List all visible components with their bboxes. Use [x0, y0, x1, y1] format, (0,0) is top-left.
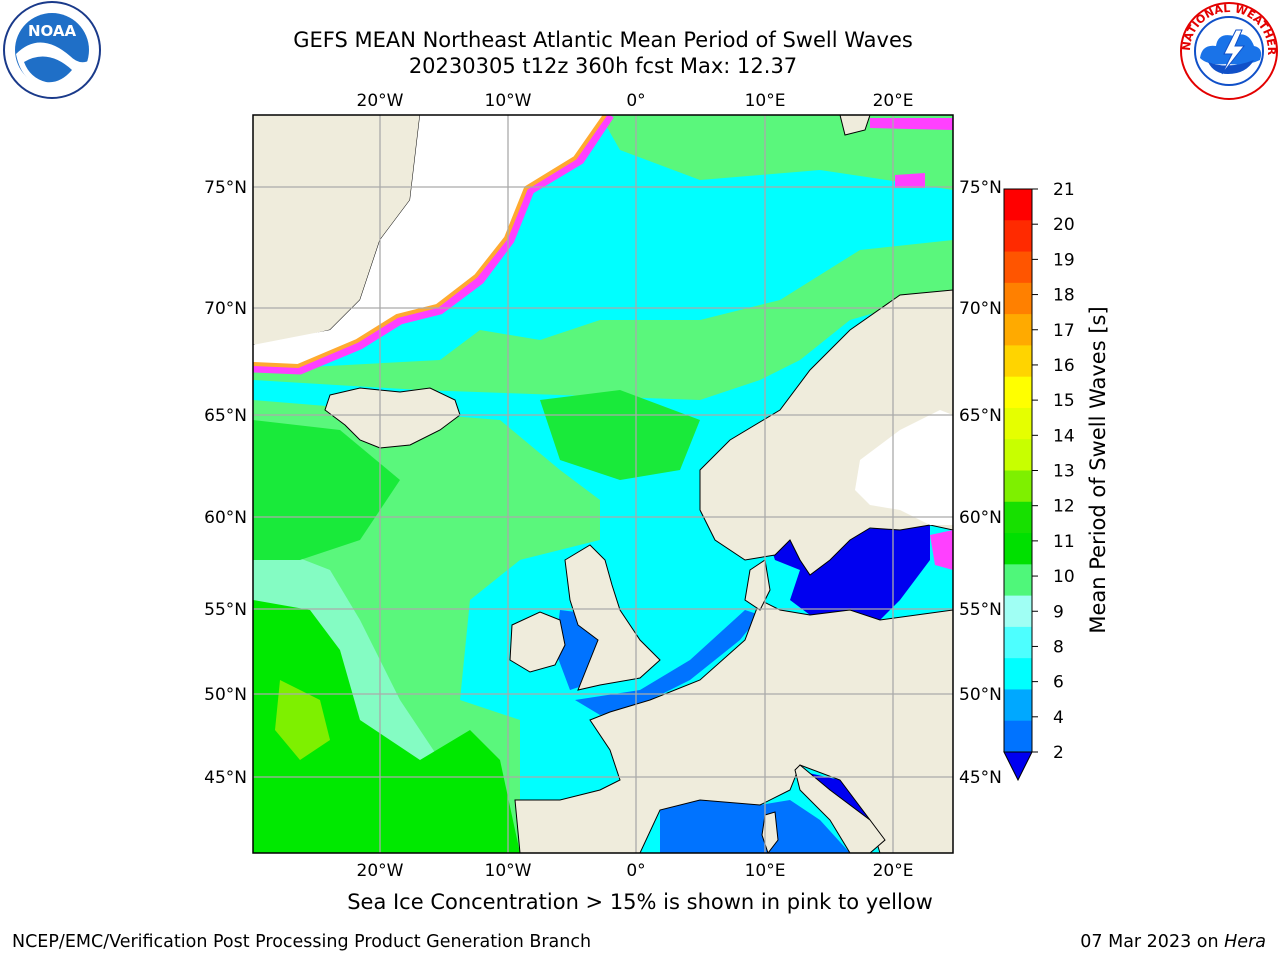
colorbar-swatch	[1004, 689, 1032, 722]
lat-label-left: 65°N	[204, 406, 247, 426]
colorbar: 21 20 19 18 17 16 15 14 13 12 11 10 9 8 6 4 2	[1003, 180, 1075, 782]
colorbar-tick-label: 16	[1053, 356, 1075, 376]
colorbar-swatch	[1004, 251, 1032, 284]
map-plot-area	[253, 115, 953, 853]
colorbar-tick-label: 17	[1053, 321, 1075, 341]
ice-caption: Sea Ice Concentration > 15% is shown in …	[347, 890, 933, 914]
land-svalbard	[839, 115, 871, 136]
swell-region-blue-channel	[575, 610, 760, 715]
lat-label-right: 50°N	[959, 685, 1002, 705]
swell-region-bright-green	[253, 600, 520, 853]
colorbar-swatch	[1004, 345, 1032, 378]
colorbar-swatch	[1004, 220, 1032, 253]
colorbar-swatch	[1004, 501, 1032, 534]
lon-label-top: 10°E	[745, 91, 786, 111]
land-continental-europe	[514, 599, 953, 853]
lat-label-right: 65°N	[959, 406, 1002, 426]
graticule	[253, 115, 953, 853]
lon-label-top: 20°W	[357, 91, 404, 111]
lat-label-right: 70°N	[959, 299, 1002, 319]
sea-ice-gulf-of-finland	[930, 530, 953, 570]
colorbar-extension	[1003, 751, 1033, 782]
colorbar-swatch	[1004, 376, 1032, 409]
svg-text:NOAA: NOAA	[28, 22, 77, 40]
map-frame	[252, 114, 954, 854]
colorbar-tick-label: 12	[1053, 497, 1075, 517]
colorbar-swatch	[1004, 470, 1032, 503]
land-ireland	[509, 611, 566, 673]
lon-label-bottom: 0°	[626, 861, 645, 881]
colorbar-tick-label: 20	[1053, 215, 1075, 235]
sea-ice-edge-inner	[253, 115, 607, 369]
land-corsica-sardinia	[761, 811, 779, 853]
colorbar-swatch	[1004, 658, 1032, 690]
colorbar-label: Mean Period of Swell Waves [s]	[1086, 306, 1110, 633]
colorbar-tick-label: 8	[1053, 637, 1064, 657]
lon-label-bottom: 10°E	[745, 861, 786, 881]
colorbar-swatch	[1004, 595, 1032, 628]
colorbar-tick-label: 11	[1053, 532, 1075, 552]
lon-label-top: 20°E	[873, 91, 914, 111]
colorbar-swatch	[1004, 564, 1032, 597]
colorbar-tick-label: 9	[1053, 602, 1064, 622]
colorbar-tick-label: 18	[1053, 286, 1075, 306]
colorbar-tick-label: 21	[1053, 180, 1075, 200]
colorbar-tick-label: 2	[1053, 743, 1064, 763]
noaa-logo: NOAA	[3, 1, 101, 99]
sea-ice-free-white	[253, 115, 610, 370]
colorbar-swatch	[1004, 407, 1032, 440]
swell-region-green	[253, 420, 400, 560]
lon-label-bottom: 20°E	[873, 861, 914, 881]
lon-label-bottom: 10°W	[485, 861, 532, 881]
sea-ice-edge	[253, 115, 614, 375]
footer-date: 07 Mar 2023 on Hera	[1080, 932, 1266, 952]
lon-label-top: 10°W	[485, 91, 532, 111]
footer-credit: NCEP/EMC/Verification Post Processing Pr…	[12, 932, 592, 952]
lon-label-top: 0°	[626, 91, 645, 111]
sea-ice-svalbard	[870, 118, 953, 130]
swell-region-blue-mediterranean	[660, 800, 850, 853]
colorbar-tick-label: 13	[1053, 462, 1075, 482]
lat-label-left: 60°N	[204, 508, 247, 528]
colorbar-tick-label: 19	[1053, 250, 1075, 270]
land-iceland	[324, 387, 461, 449]
colorbar-tick-label: 15	[1053, 391, 1075, 411]
colorbar-tick-label: 14	[1053, 426, 1075, 446]
colorbar-swatch	[1004, 314, 1032, 346]
colorbar-swatch	[1004, 720, 1032, 753]
lat-label-left: 45°N	[204, 768, 247, 788]
swell-region-light-green	[253, 115, 953, 400]
lon-label-bottom: 20°W	[357, 861, 404, 881]
chart-subtitle: 20230305 t12z 360h fcst Max: 12.37	[408, 54, 798, 78]
sea-ice-franz	[895, 173, 925, 188]
swell-region-yellowgreen	[275, 680, 330, 760]
lat-label-right: 45°N	[959, 768, 1002, 788]
colorbar-swatch	[1004, 189, 1032, 221]
chart-title: GEFS MEAN Northeast Atlantic Mean Period…	[293, 28, 913, 52]
lat-label-left: 70°N	[204, 299, 247, 319]
colorbar-swatch	[1004, 626, 1032, 659]
gulf-of-bothnia	[855, 410, 953, 525]
footer-host: Hera	[1224, 932, 1266, 952]
lat-label-right: 60°N	[959, 508, 1002, 528]
nws-logo: NATIONAL WEATHER SERVICE	[1178, 0, 1278, 100]
lat-label-right: 75°N	[959, 178, 1002, 198]
colorbar-swatch	[1004, 439, 1032, 471]
lat-label-right: 55°N	[959, 600, 1002, 620]
colorbar-tick-label: 10	[1053, 567, 1075, 587]
colorbar-swatch	[1004, 533, 1032, 565]
land-denmark	[744, 559, 771, 611]
lat-label-left: 75°N	[204, 178, 247, 198]
colorbar-tick-label: 4	[1053, 708, 1064, 728]
colorbar-swatch	[1004, 282, 1032, 315]
footer-date-text: 07 Mar 2023 on	[1080, 932, 1225, 952]
swell-region-green-central	[540, 390, 700, 480]
colorbar-tick-label: 6	[1053, 673, 1064, 693]
lat-label-left: 55°N	[204, 600, 247, 620]
lat-label-left: 50°N	[204, 685, 247, 705]
